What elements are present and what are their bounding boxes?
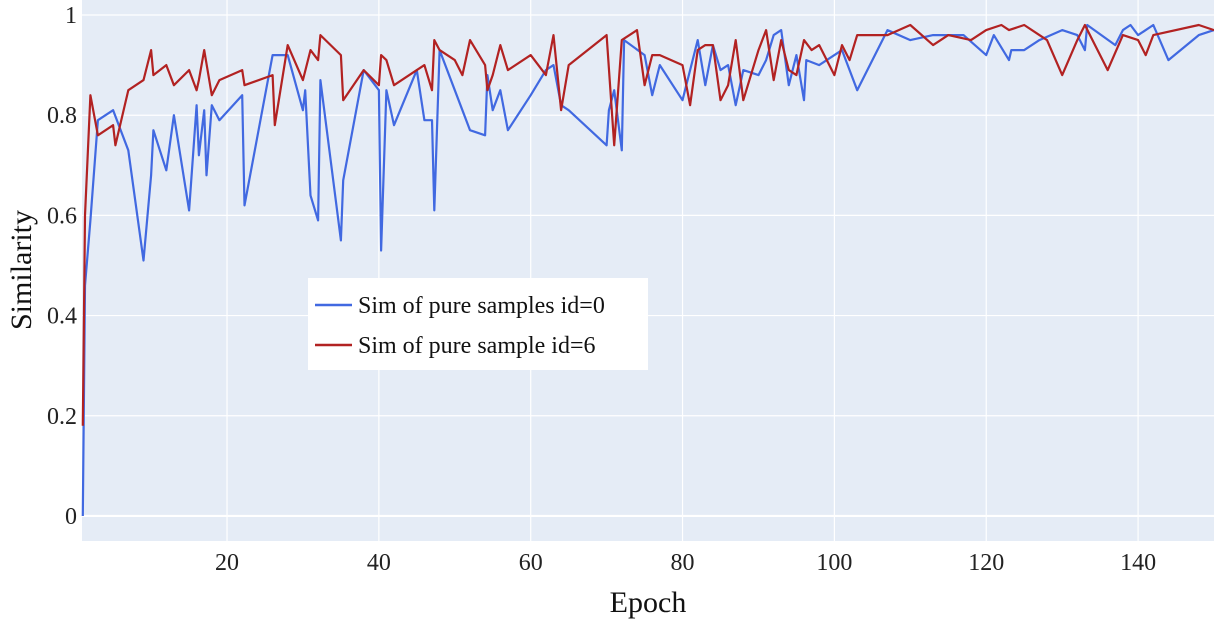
y-tick-label-1: 0.2: [47, 404, 77, 430]
gridlines: [82, 0, 1214, 541]
y-tick-label-5: 1: [65, 3, 77, 29]
x-tick-label-2: 60: [519, 550, 543, 576]
y-axis-title: Similarity: [5, 210, 38, 330]
x-tick-labels: 20 40 60 80 100 120 140: [215, 550, 1156, 576]
x-tick-label-3: 80: [671, 550, 695, 576]
legend: Sim of pure samples id=0 Sim of pure sam…: [308, 278, 648, 370]
x-axis-title: Epoch: [610, 586, 687, 619]
y-tick-label-0: 0: [65, 504, 77, 530]
legend-label-series-0: Sim of pure samples id=0: [358, 293, 605, 319]
x-tick-label-5: 120: [968, 550, 1004, 576]
y-tick-label-3: 0.6: [47, 203, 77, 229]
x-tick-label-0: 20: [215, 550, 239, 576]
y-tick-labels: 0 0.2 0.4 0.6 0.8 1: [47, 3, 77, 530]
plot-background: [82, 0, 1214, 541]
x-tick-label-4: 100: [816, 550, 852, 576]
y-tick-label-4: 0.8: [47, 103, 77, 129]
series-line-1: [81, 23, 1214, 426]
legend-label-series-1: Sim of pure sample id=6: [358, 333, 596, 359]
y-tick-label-2: 0.4: [47, 304, 77, 330]
legend-box: [308, 278, 648, 370]
series-line-0: [81, 23, 1214, 517]
series-lines: [81, 23, 1214, 517]
x-tick-label-6: 140: [1120, 550, 1156, 576]
x-tick-label-1: 40: [367, 550, 391, 576]
